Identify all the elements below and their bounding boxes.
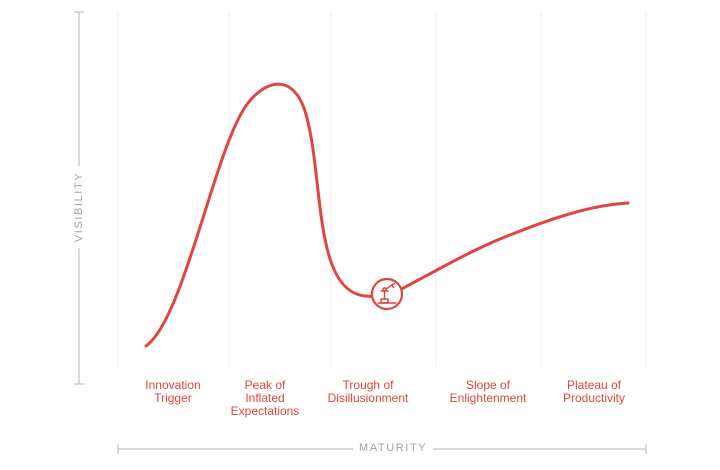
trough-marker xyxy=(370,277,404,311)
phase-label-peak-of-inflated-expectations: Peak of Inflated Expectations xyxy=(230,378,300,418)
hype-curve xyxy=(144,82,630,348)
phase-label-trough-of-disillusionment: Trough of Disillusionment xyxy=(327,378,409,405)
y-axis-label: VISIBILITY xyxy=(73,165,85,249)
robot-arm-icon xyxy=(377,282,397,304)
phase-label-plateau-of-productivity: Plateau of Productivity xyxy=(562,378,626,405)
phase-label-innovation-trigger: Innovation Trigger xyxy=(145,378,201,405)
gridlines xyxy=(117,12,647,367)
marker-circle xyxy=(370,277,404,311)
phase-label-slope-of-enlightenment: Slope of Enlightenment xyxy=(449,378,527,405)
x-axis-label: MATURITY xyxy=(353,442,434,454)
